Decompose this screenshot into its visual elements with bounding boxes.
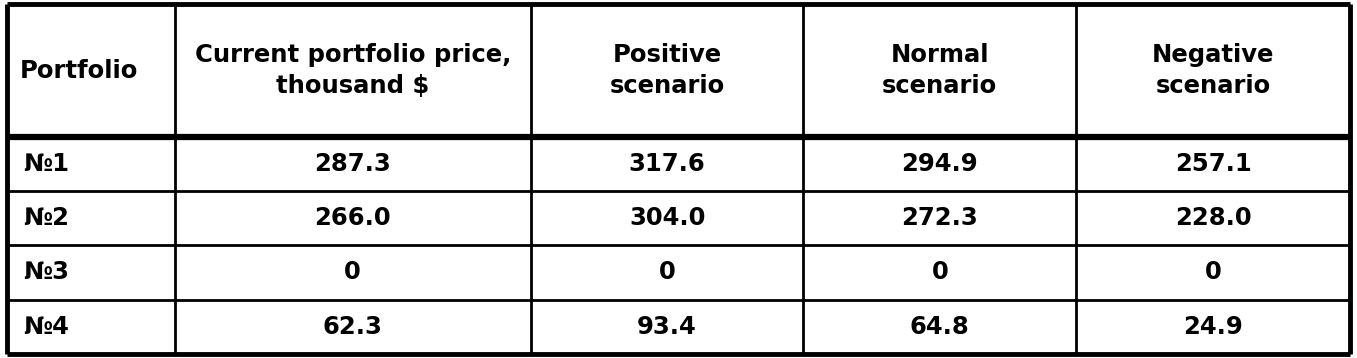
Bar — [175, 300, 531, 354]
Text: 0: 0 — [1205, 261, 1221, 285]
Bar — [7, 245, 175, 300]
Bar — [1076, 300, 1350, 354]
Text: Portfolio: Portfolio — [20, 59, 138, 83]
Bar — [531, 191, 803, 245]
Text: 266.0: 266.0 — [315, 206, 391, 230]
Text: 272.3: 272.3 — [901, 206, 978, 230]
Text: 304.0: 304.0 — [628, 206, 706, 230]
Bar — [175, 191, 531, 245]
Bar — [803, 191, 1076, 245]
Bar — [531, 4, 803, 137]
Text: 93.4: 93.4 — [638, 315, 697, 339]
Text: 0: 0 — [345, 261, 361, 285]
Text: №4: №4 — [23, 315, 69, 339]
Bar — [531, 137, 803, 191]
Bar — [7, 137, 175, 191]
Bar — [1076, 4, 1350, 137]
Bar — [175, 4, 531, 137]
Bar — [531, 300, 803, 354]
Bar — [803, 300, 1076, 354]
Text: Current portfolio price,
thousand $: Current portfolio price, thousand $ — [194, 43, 510, 98]
Bar — [803, 137, 1076, 191]
Text: 257.1: 257.1 — [1175, 152, 1251, 176]
Text: 62.3: 62.3 — [323, 315, 383, 339]
Text: 287.3: 287.3 — [315, 152, 391, 176]
Bar — [803, 245, 1076, 300]
Text: 317.6: 317.6 — [628, 152, 706, 176]
Bar — [7, 300, 175, 354]
Text: Normal
scenario: Normal scenario — [882, 43, 997, 98]
Text: №3: №3 — [23, 261, 69, 285]
Text: 64.8: 64.8 — [911, 315, 970, 339]
Text: Positive
scenario: Positive scenario — [609, 43, 725, 98]
Bar — [7, 191, 175, 245]
Bar — [531, 245, 803, 300]
Text: Negative
scenario: Negative scenario — [1152, 43, 1274, 98]
Bar — [1076, 137, 1350, 191]
Text: №2: №2 — [23, 206, 69, 230]
Text: №1: №1 — [23, 152, 69, 176]
Bar — [1076, 245, 1350, 300]
Text: 0: 0 — [931, 261, 949, 285]
Bar — [175, 137, 531, 191]
Bar — [803, 4, 1076, 137]
Bar — [1076, 191, 1350, 245]
Bar — [7, 4, 175, 137]
Bar — [175, 245, 531, 300]
Text: 228.0: 228.0 — [1175, 206, 1251, 230]
Text: 24.9: 24.9 — [1183, 315, 1243, 339]
Text: 294.9: 294.9 — [901, 152, 978, 176]
Text: 0: 0 — [658, 261, 676, 285]
